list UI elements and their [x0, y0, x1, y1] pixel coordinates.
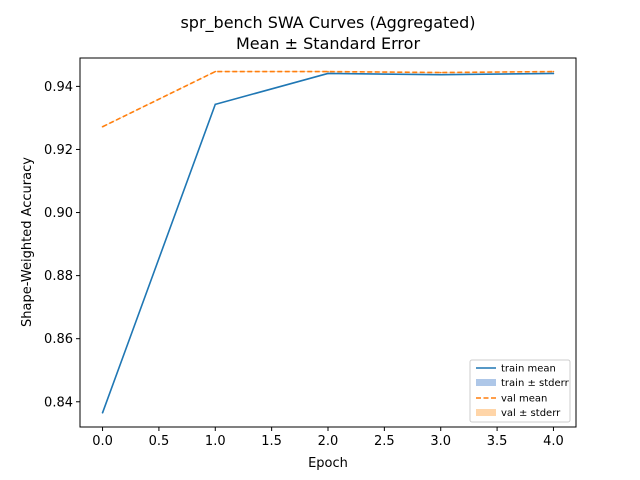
- legend-swatch-val-stderr: [476, 409, 496, 416]
- x-axis-label: Epoch: [308, 456, 348, 471]
- legend-label-val-stderr: val ± stderr: [501, 408, 561, 419]
- chart-subtitle: Mean ± Standard Error: [236, 34, 420, 53]
- x-tick-label: 4.0: [543, 434, 564, 449]
- x-tick-label: 0.0: [92, 434, 113, 449]
- data-point-train-mean: [552, 72, 555, 75]
- data-point-val-mean: [327, 70, 329, 73]
- x-tick-label: 3.5: [487, 434, 508, 449]
- data-point-val-mean: [439, 71, 442, 74]
- data-point-val-mean: [552, 70, 555, 73]
- series-line-val-mean: [102, 70, 554, 128]
- data-point-train-mean: [439, 73, 442, 76]
- x-tick-label: 3.0: [430, 434, 451, 449]
- y-tick-label: 0.88: [44, 269, 73, 284]
- data-point-train-mean: [327, 72, 329, 75]
- legend-frame: [469, 359, 571, 423]
- x-tick-label: 1.0: [205, 434, 226, 449]
- x-tick-label: 2.0: [318, 434, 339, 449]
- y-axis-ticks: 0.84 0.86 0.88 0.90 0.92 0.94: [44, 80, 80, 410]
- legend-label-val-mean: val mean: [501, 394, 547, 405]
- y-tick-label: 0.94: [44, 80, 73, 95]
- stderr-band-val-mean: [102, 71, 554, 127]
- data-point-train-mean: [214, 103, 217, 106]
- y-tick-label: 0.86: [44, 332, 73, 347]
- data-point-val-mean: [214, 70, 217, 73]
- y-axis-label: Shape-Weighted Accuracy: [20, 157, 35, 327]
- legend-swatch-train-stderr: [476, 379, 496, 386]
- y-tick-label: 0.92: [44, 143, 73, 158]
- series-lines: [101, 70, 555, 414]
- x-tick-label: 1.5: [261, 434, 282, 449]
- data-point-train-mean: [101, 412, 104, 414]
- y-tick-label: 0.84: [44, 395, 73, 410]
- y-tick-label: 0.90: [44, 206, 73, 221]
- data-point-val-mean: [101, 125, 104, 128]
- legend-label-train-stderr: train ± stderr: [501, 378, 570, 389]
- chart-title: spr_bench SWA Curves (Aggregated): [180, 13, 475, 33]
- legend-label-train-mean: train mean: [501, 364, 556, 375]
- x-tick-label: 2.5: [374, 434, 395, 449]
- x-tick-label: 0.5: [149, 434, 170, 449]
- x-axis-ticks: 0.0 0.5 1.0 1.5 2.0 2.5 3.0 3.5 4.0: [92, 427, 564, 449]
- legend: train mean train ± stderr val mean val ±…: [469, 359, 571, 423]
